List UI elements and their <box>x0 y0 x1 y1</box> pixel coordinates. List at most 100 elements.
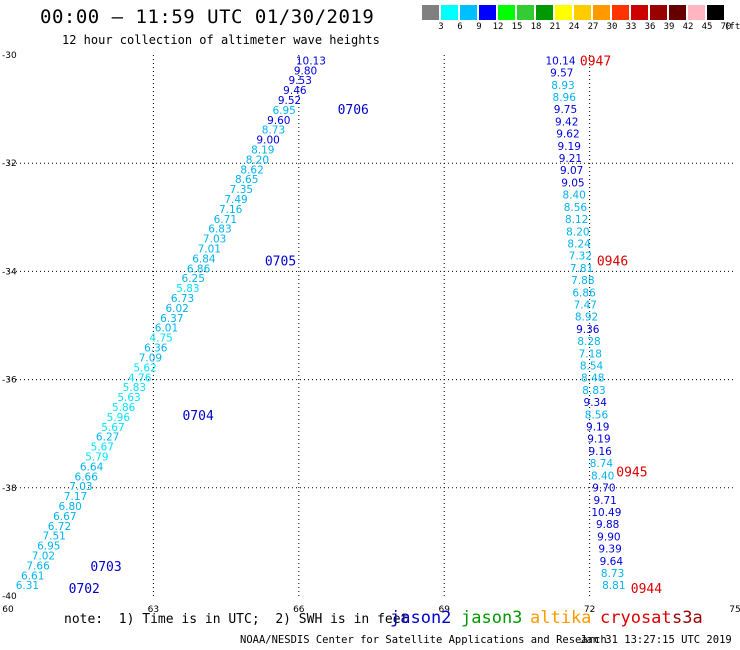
legend-swatch <box>650 5 667 20</box>
data-point-label: 7.49 <box>224 194 247 206</box>
data-point-label: 8.28 <box>577 336 600 348</box>
data-point-label: 6.27 <box>96 432 119 444</box>
data-point-label: 8.40 <box>562 190 585 202</box>
data-point-label: 9.57 <box>550 68 573 80</box>
data-point-label: 5.67 <box>101 422 124 434</box>
data-point-label: 9.46 <box>283 85 307 97</box>
legend-label: 24 <box>568 22 580 32</box>
grid <box>8 55 735 596</box>
data-point-label: 5.63 <box>117 392 140 404</box>
data-point-label: 6.01 <box>155 323 178 335</box>
data-point-label: 6.72 <box>48 521 71 533</box>
data-point-label: 5.86 <box>112 402 136 414</box>
data-point-label: 9.39 <box>598 544 621 556</box>
time-label: 0946 <box>597 255 628 270</box>
legend-label: 45 <box>701 22 713 32</box>
data-point-label: 6.73 <box>171 293 194 305</box>
data-point-label: 8.74 <box>590 458 614 470</box>
data-point-label: 7.81 <box>570 263 593 275</box>
legend-label: 42 <box>682 22 694 32</box>
data-point-label: 9.36 <box>576 324 600 336</box>
data-point-label: 6.71 <box>214 214 237 226</box>
data-point-label: 7.51 <box>42 531 65 543</box>
data-point-label: 9.05 <box>561 177 584 189</box>
data-point-label: 8.93 <box>551 80 574 92</box>
data-point-label: 7.47 <box>574 299 597 311</box>
page-subtitle: 12 hour collection of altimeter wave hei… <box>62 33 380 47</box>
time-label: 0704 <box>182 409 213 424</box>
data-point-label: 9.70 <box>592 483 615 495</box>
time-label: 0703 <box>90 560 121 575</box>
data-point-label: 8.24 <box>567 238 591 250</box>
legend-swatch <box>555 5 572 20</box>
legend-swatch <box>479 5 496 20</box>
legend-unit: (ft) <box>724 22 740 32</box>
data-point-label: 7.66 <box>26 560 50 572</box>
legend-label: 33 <box>625 22 637 32</box>
data-point-label: 9.60 <box>267 115 290 127</box>
data-point-label: 8.48 <box>581 373 604 385</box>
data-point-label: 8.73 <box>601 568 624 580</box>
time-label: 0702 <box>69 582 100 597</box>
data-point-label: 7.09 <box>139 352 162 364</box>
time-label: 0947 <box>580 54 611 69</box>
time-label: 0705 <box>265 255 296 270</box>
data-point-label: 9.42 <box>555 116 578 128</box>
data-point-label: 9.21 <box>559 153 582 165</box>
data-point-label: 9.52 <box>278 95 301 107</box>
y-tick-label: -30 <box>2 51 17 61</box>
legend-swatch <box>574 5 591 20</box>
x-tick-label: 60 <box>2 605 14 615</box>
legend-label: 36 <box>644 22 656 32</box>
time-label: 0706 <box>338 103 369 118</box>
time-label: 0944 <box>631 582 662 597</box>
data-point-label: 9.00 <box>256 135 279 147</box>
data-point-label: 9.16 <box>588 446 612 458</box>
data-point-label: 7.03 <box>203 234 226 246</box>
data-point-label: 8.19 <box>251 145 274 157</box>
legend-swatch <box>593 5 610 20</box>
data-point-label: 7.35 <box>230 184 253 196</box>
data-point-label: 9.62 <box>556 129 579 141</box>
data-point-label: 7.01 <box>198 244 221 256</box>
data-point-label: 9.75 <box>554 104 577 116</box>
legend-swatch <box>707 5 724 20</box>
data-point-label: 9.80 <box>294 65 317 77</box>
x-tick-label: 69 <box>438 605 450 615</box>
data-point-label: 10.49 <box>591 507 621 519</box>
satellite-altika: altika <box>530 608 592 628</box>
data-point-label: 9.64 <box>600 556 624 568</box>
data-point-label: 8.40 <box>591 470 614 482</box>
data-point-label: 4.75 <box>149 333 172 345</box>
legend-label: 27 <box>587 22 599 32</box>
legend-swatch <box>498 5 515 20</box>
legend-label: 6 <box>457 22 463 32</box>
legend-label: 18 <box>530 22 542 32</box>
data-point-label: 7.88 <box>571 275 594 287</box>
legend-swatch <box>612 5 629 20</box>
satellite-s3a: s3a <box>672 608 703 628</box>
data-point-label: 8.20 <box>566 226 589 238</box>
data-point-label: 6.61 <box>21 570 44 582</box>
data-point-label: 8.12 <box>565 214 588 226</box>
data-point-label: 9.53 <box>289 75 312 87</box>
data-point-label: 5.96 <box>107 412 131 424</box>
data-point-label: 9.88 <box>596 519 619 531</box>
data-point-label: 6.67 <box>53 511 76 523</box>
data-point-label: 9.07 <box>560 165 583 177</box>
legend-label: 9 <box>476 22 482 32</box>
data-point-label: 6.25 <box>182 273 205 285</box>
data-point-label: 9.19 <box>558 141 581 153</box>
data-point-label: 6.64 <box>80 461 104 473</box>
x-tick-label: 66 <box>293 605 305 615</box>
legend-swatch <box>669 5 686 20</box>
satellite-cryosat: cryosat <box>600 608 672 628</box>
data-point-label: 6.84 <box>192 253 216 265</box>
legend-label: 30 <box>606 22 618 32</box>
data-point-label: 6.37 <box>160 313 183 325</box>
legend-swatch <box>517 5 534 20</box>
data-point-label: 6.83 <box>208 224 231 236</box>
legend-label: 12 <box>492 22 504 32</box>
y-tick-label: -40 <box>2 592 17 602</box>
data-points: 10.139.809.539.469.526.959.608.739.008.1… <box>16 55 626 592</box>
